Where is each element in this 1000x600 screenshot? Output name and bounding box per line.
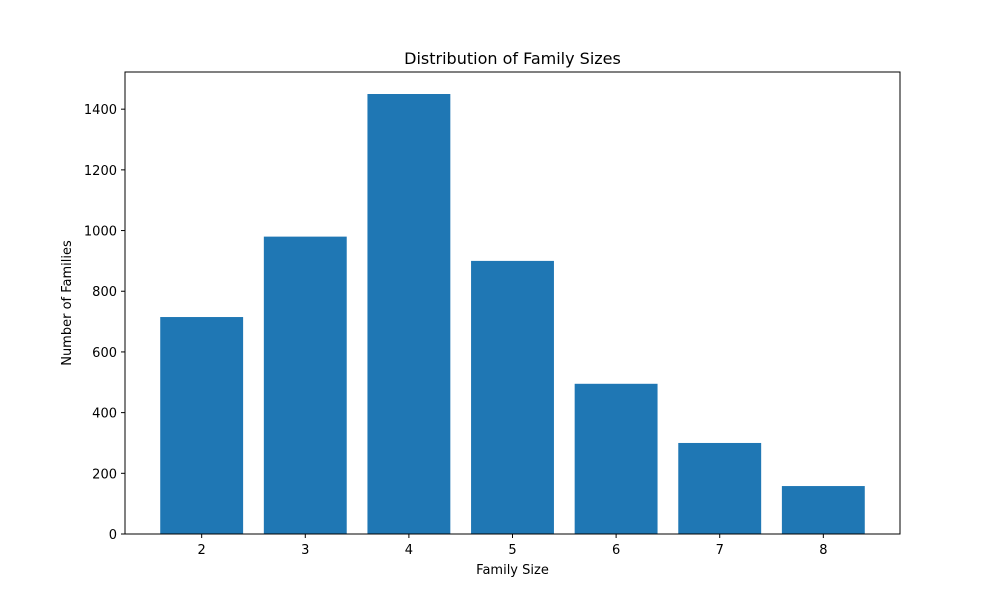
x-tick-label-4: 4	[405, 543, 413, 558]
bars-layer	[160, 94, 865, 534]
y-tick-label-1000: 1000	[84, 225, 117, 240]
bar-5	[471, 260, 554, 534]
y-axis: 0 200 400 600 800 1000 1200 1400	[84, 103, 125, 543]
x-axis: 2 3 4 5 6 7 8	[198, 534, 827, 558]
bar-4	[367, 94, 451, 534]
bar-7	[678, 442, 762, 534]
x-tick-label-8: 8	[819, 543, 827, 558]
y-tick-label-800: 800	[92, 285, 117, 300]
bar-6	[574, 383, 658, 534]
x-tick-label-6: 6	[612, 543, 620, 558]
y-tick-label-600: 600	[92, 346, 117, 361]
chart-title: Distribution of Family Sizes	[404, 49, 621, 68]
bar-3	[263, 236, 347, 534]
x-tick-label-7: 7	[716, 543, 724, 558]
y-tick-label-200: 200	[92, 467, 117, 482]
x-tick-label-3: 3	[301, 543, 309, 558]
x-tick-label-2: 2	[198, 543, 206, 558]
y-tick-label-1400: 1400	[84, 103, 117, 118]
x-axis-title: Family Size	[476, 563, 549, 578]
y-tick-label-0: 0	[109, 528, 117, 543]
y-axis-title: Number of Families	[60, 240, 75, 366]
y-tick-label-1200: 1200	[84, 164, 117, 179]
y-tick-label-400: 400	[92, 407, 117, 422]
x-tick-label-5: 5	[508, 543, 516, 558]
bar-8	[781, 486, 865, 534]
bar-2	[160, 317, 244, 534]
